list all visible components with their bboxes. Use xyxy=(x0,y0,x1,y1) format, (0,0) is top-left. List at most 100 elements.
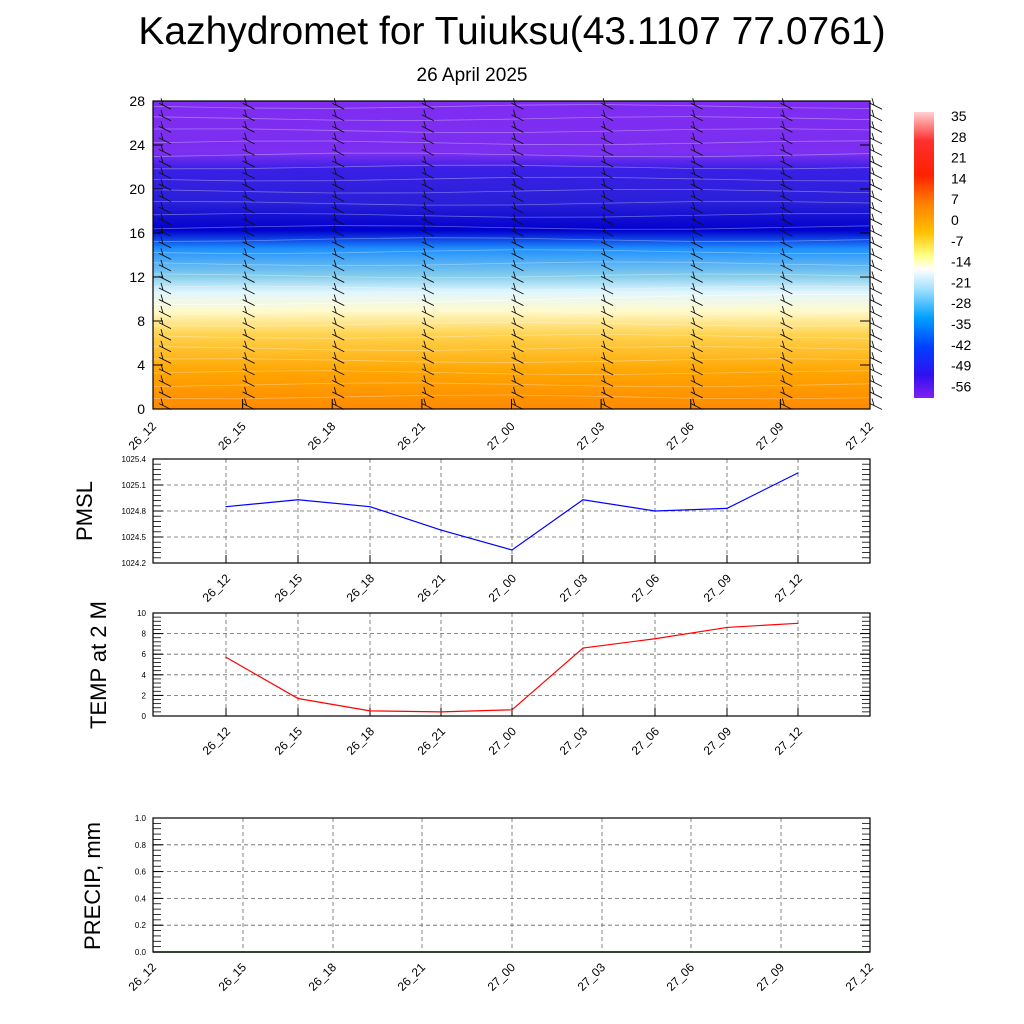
panel-frame xyxy=(152,817,871,953)
wind-barb-flag xyxy=(692,271,696,279)
colorbar-label: 0 xyxy=(951,212,959,228)
wind-barb-flag xyxy=(333,236,337,244)
wind-barb xyxy=(511,206,524,214)
contour-line xyxy=(152,188,871,194)
wind-barb xyxy=(511,379,524,387)
y-tick-label: 24 xyxy=(129,137,145,153)
wind-barb xyxy=(780,125,793,133)
wind-barb xyxy=(242,299,255,306)
wind-barb-flag xyxy=(692,121,696,129)
wind-barb xyxy=(242,310,255,318)
wind-barb-flag xyxy=(871,144,875,152)
panel-frame xyxy=(152,612,871,717)
wind-barb xyxy=(511,160,524,168)
wind-barb xyxy=(600,229,614,237)
wind-barb-flag xyxy=(692,178,696,187)
contour-line xyxy=(152,346,871,351)
wind-barb xyxy=(421,229,435,237)
x-tick-label: 27_12 xyxy=(843,960,877,994)
wind-barb-flag xyxy=(513,190,516,198)
wind-barb xyxy=(869,368,883,376)
wind-barb-flag xyxy=(692,190,696,198)
wind-barb-flag xyxy=(244,132,248,140)
wind-barb xyxy=(332,229,345,237)
x-tick-label: 26_21 xyxy=(394,419,428,453)
wind-barb xyxy=(332,183,345,191)
contour-line xyxy=(152,358,871,363)
wind-barb xyxy=(780,391,793,399)
wind-barb-flag xyxy=(160,213,164,221)
wind-barb-flag xyxy=(244,271,248,279)
wind-barb-flag xyxy=(781,155,785,164)
wind-barb-flag xyxy=(871,282,875,291)
wind-barb xyxy=(869,195,883,203)
wind-barb-flag xyxy=(333,109,337,117)
wind-barb xyxy=(421,102,435,110)
wind-barb xyxy=(332,368,345,376)
wind-barb-flag xyxy=(871,375,875,383)
wind-barb xyxy=(421,345,435,353)
wind-barb-flag xyxy=(781,213,785,221)
wind-barb-flag xyxy=(602,340,606,348)
wind-barb xyxy=(242,287,255,295)
wind-barb xyxy=(158,172,172,179)
wind-barb xyxy=(690,172,703,179)
wind-barb xyxy=(869,206,883,214)
wind-barb-flag xyxy=(871,363,875,371)
wind-barb xyxy=(869,229,883,237)
contour-line xyxy=(152,297,871,303)
wind-barb-flag xyxy=(513,213,516,221)
wind-barb xyxy=(690,299,703,306)
wind-barb-flag xyxy=(602,109,606,117)
chart-subtitle: 26 April 2025 xyxy=(416,65,528,86)
wind-barb-flag xyxy=(871,213,875,221)
wind-barb xyxy=(511,299,524,306)
wind-barb-flag xyxy=(160,340,164,348)
wind-barb xyxy=(511,368,524,376)
wind-barb xyxy=(780,183,793,191)
wind-barb xyxy=(690,379,703,387)
wind-barb-flag xyxy=(423,98,427,106)
wind-barb-flag xyxy=(602,294,606,302)
wind-barb xyxy=(421,114,435,122)
wind-barb xyxy=(600,299,614,306)
wind-barb xyxy=(158,252,172,260)
wind-barb-flag xyxy=(781,386,785,395)
wind-barb xyxy=(511,345,524,353)
wind-barb-flag xyxy=(423,144,427,152)
wind-barb-flag xyxy=(244,259,248,268)
wind-barb xyxy=(421,356,435,364)
wind-barb-flag xyxy=(160,132,164,140)
wind-barb xyxy=(780,102,793,110)
wind-barb-flag xyxy=(333,305,337,314)
wind-barb-flag xyxy=(781,305,785,314)
wind-barb-flag xyxy=(244,248,248,256)
wind-barb-flag xyxy=(333,363,337,371)
wind-barb xyxy=(869,403,883,410)
wind-barb xyxy=(869,114,883,122)
wind-barb-flag xyxy=(602,352,606,360)
wind-barb xyxy=(158,379,172,387)
wind-barb xyxy=(600,148,614,156)
y-axis-label: PRECIP, mm xyxy=(80,822,105,950)
wind-barb xyxy=(242,114,255,122)
wind-barb xyxy=(421,287,435,295)
wind-barb xyxy=(332,310,345,318)
wind-barb xyxy=(780,252,793,260)
wind-barb xyxy=(421,160,435,168)
wind-barb xyxy=(511,241,524,249)
wind-barb xyxy=(242,345,255,353)
contour-line xyxy=(152,200,871,206)
wind-barb xyxy=(332,172,345,179)
wind-barb-flag xyxy=(423,248,427,256)
wind-barb-flag xyxy=(333,352,337,360)
wind-barb-flag xyxy=(244,155,248,164)
x-tick-label: 27_00 xyxy=(484,419,518,453)
wind-barb-flag xyxy=(244,202,248,210)
wind-barb xyxy=(511,287,524,295)
wind-barb-flag xyxy=(602,363,606,371)
temp-2m-panel: 0 2 4 6 8 10 26_12 26_15 26_18 26_21 27_00 27_03 27_… xyxy=(86,601,871,758)
x-tick-label: 26_12 xyxy=(200,571,234,605)
wind-barb-flag xyxy=(333,144,337,152)
wind-barb-flag xyxy=(692,202,696,210)
